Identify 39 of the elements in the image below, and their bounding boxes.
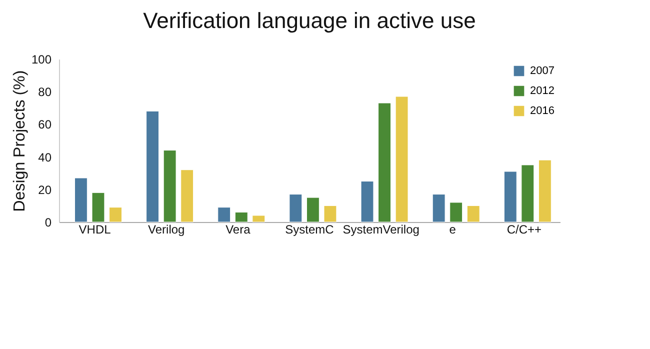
chart-title: Verification language in active use xyxy=(143,8,476,33)
bar xyxy=(252,215,266,222)
bar xyxy=(450,202,463,222)
bar xyxy=(466,205,480,222)
bar xyxy=(180,170,194,222)
x-tick-label: SystemC xyxy=(285,222,334,236)
bar xyxy=(395,96,408,222)
bar xyxy=(234,212,248,222)
bar xyxy=(432,194,446,222)
y-tick-label: 100 xyxy=(31,52,52,66)
y-tick-label: 40 xyxy=(38,150,52,164)
y-tick-label: 20 xyxy=(38,182,52,197)
bar xyxy=(360,181,374,222)
bar xyxy=(538,160,552,222)
bar xyxy=(504,171,517,222)
x-tick-label: C/C++ xyxy=(506,222,542,236)
y-axis-title: Design Projects (%) xyxy=(11,70,28,212)
x-tick-label: Verilog xyxy=(148,222,185,236)
bar xyxy=(289,194,302,222)
y-tick-label: 80 xyxy=(38,85,52,100)
x-tick-label: VHDL xyxy=(78,222,112,236)
bar xyxy=(163,150,176,222)
y-tick-label: 60 xyxy=(38,118,52,132)
y-tick-label: 0 xyxy=(44,216,52,230)
legend-label: 2016 xyxy=(530,105,554,117)
bar xyxy=(74,178,88,222)
legend-label: 2012 xyxy=(530,85,554,97)
bar xyxy=(324,205,337,222)
bar xyxy=(306,197,320,222)
bar xyxy=(146,110,160,222)
bar xyxy=(109,207,122,222)
bar xyxy=(378,102,391,222)
x-tick-label: e xyxy=(449,222,456,236)
bar xyxy=(218,207,231,222)
x-tick-label: SystemVerilog xyxy=(342,222,420,236)
x-tick-label: Vera xyxy=(226,222,251,236)
bar xyxy=(521,164,534,222)
bar xyxy=(92,192,105,222)
legend-label: 2007 xyxy=(530,65,554,77)
